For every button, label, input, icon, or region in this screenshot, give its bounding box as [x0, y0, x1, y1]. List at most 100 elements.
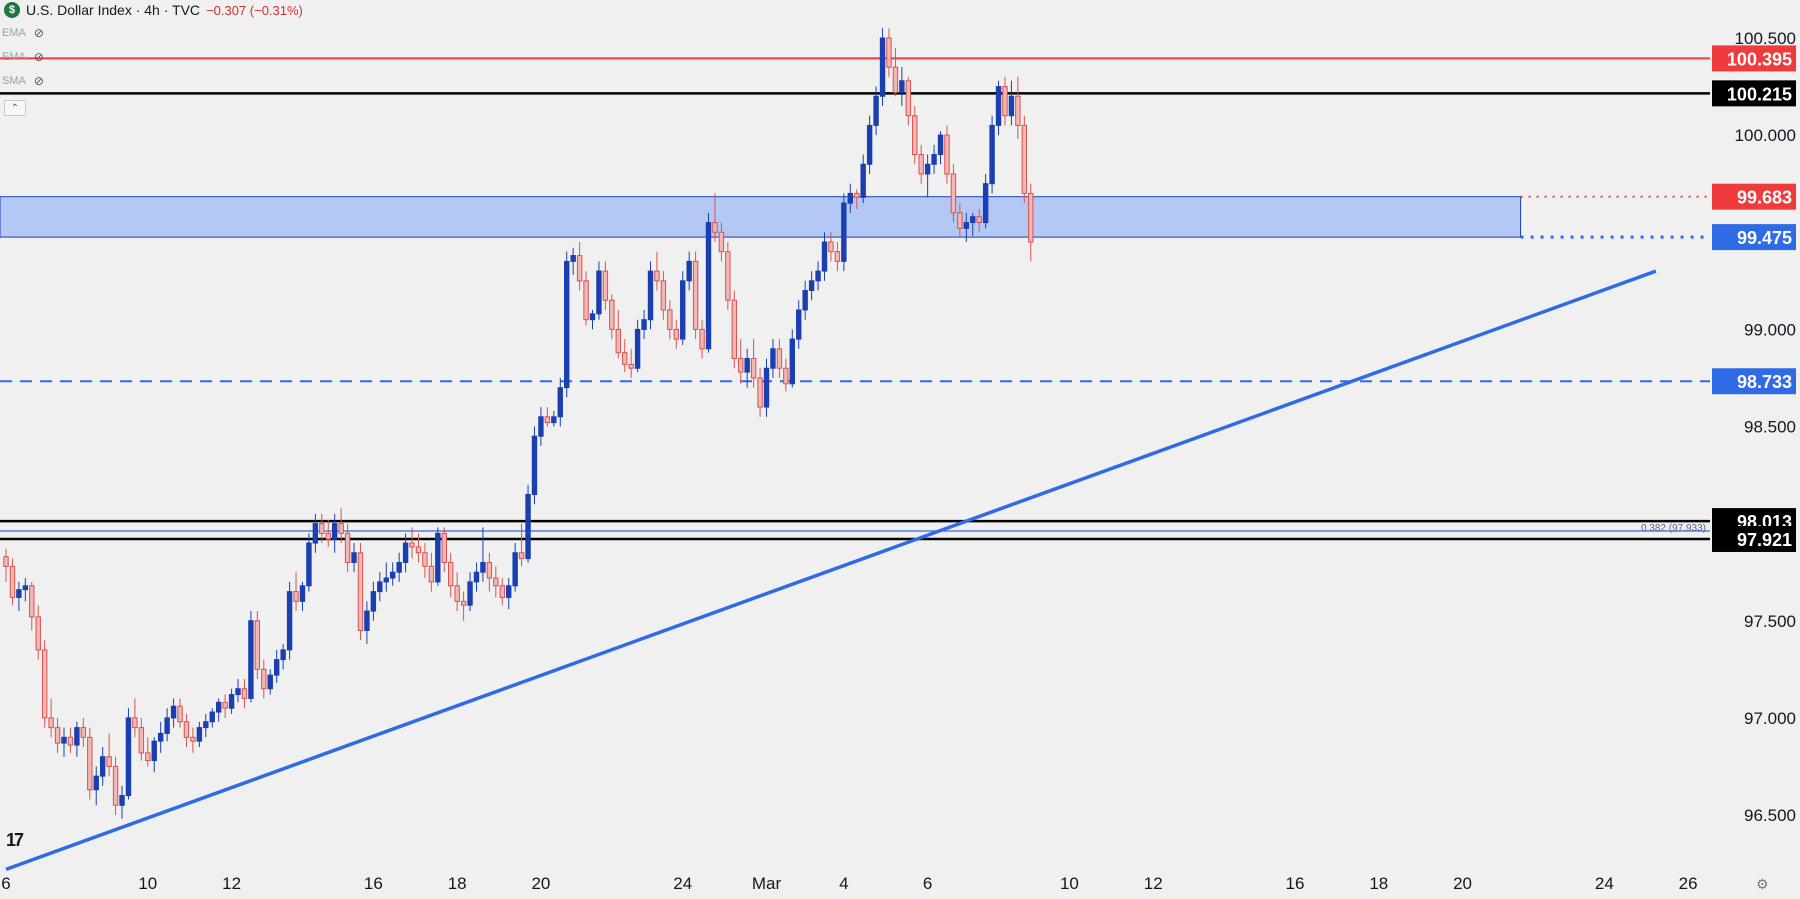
candle	[783, 358, 789, 392]
candle-body	[564, 260, 570, 389]
price-label: 99.475	[1712, 224, 1796, 251]
candle-body	[834, 251, 841, 262]
x-tick-label: 18	[1369, 874, 1388, 893]
indicator-ema-2[interactable]: EMA ⊘	[2, 50, 44, 64]
candle-body	[879, 37, 886, 97]
candle	[293, 572, 299, 612]
candle-body	[1002, 86, 1008, 117]
candle-body	[518, 552, 525, 560]
candle	[912, 105, 918, 165]
candle-body	[931, 154, 937, 165]
indicator-label: EMA	[2, 51, 26, 63]
candle-body	[125, 717, 132, 797]
candle	[667, 300, 673, 340]
candle-body	[576, 255, 583, 282]
candle-body	[454, 585, 460, 602]
candle	[564, 251, 570, 398]
candle	[499, 578, 505, 606]
candle-body	[9, 565, 16, 598]
candle-body	[254, 620, 261, 670]
candle	[854, 189, 860, 209]
trendline	[5, 269, 1657, 872]
candle	[9, 558, 16, 606]
candle	[377, 572, 383, 602]
eye-hidden-icon[interactable]: ⊘	[33, 26, 44, 40]
candle-body	[112, 765, 119, 806]
candle	[1028, 183, 1034, 262]
candle-body	[357, 552, 364, 631]
candle	[151, 737, 157, 773]
candle	[731, 290, 737, 369]
eye-hidden-icon[interactable]: ⊘	[33, 74, 44, 88]
candle-body	[132, 717, 138, 729]
candle	[480, 527, 486, 582]
tradingview-logo-icon[interactable]: 17	[6, 830, 24, 850]
candle-body	[744, 358, 750, 373]
candle-body	[589, 313, 596, 321]
price-change: −0.307 (−0.31%)	[206, 2, 303, 18]
x-tick-label: 16	[364, 874, 383, 893]
indicator-sma[interactable]: SMA ⊘	[2, 74, 44, 88]
candle-body	[209, 711, 215, 723]
candle	[976, 208, 982, 233]
candle-body	[422, 552, 428, 567]
candle	[228, 688, 235, 714]
candle-body	[963, 222, 970, 229]
candle-body	[686, 260, 692, 282]
candle-body	[286, 591, 293, 651]
candle-body	[557, 387, 563, 418]
candle-body	[248, 620, 254, 699]
gear-icon[interactable]: ⚙	[1756, 876, 1769, 892]
indicator-ema-1[interactable]: EMA ⊘	[2, 26, 44, 40]
candle-body	[692, 260, 699, 330]
candle	[132, 698, 138, 738]
candle-body	[506, 585, 512, 598]
candle-body	[306, 542, 312, 587]
candle	[583, 271, 589, 326]
candle-body	[525, 493, 531, 560]
candle	[705, 212, 712, 353]
x-tick-label: 16	[1286, 874, 1305, 893]
price-label-text: 100.395	[1727, 49, 1792, 69]
eye-hidden-icon[interactable]: ⊘	[33, 50, 44, 64]
candle	[390, 562, 396, 586]
y-tick-label: 96.500	[1744, 806, 1796, 825]
price-label-text: 99.475	[1737, 228, 1792, 248]
price-label-bg	[1712, 368, 1796, 395]
candle	[970, 212, 976, 237]
candle	[995, 80, 1002, 136]
candle	[415, 533, 422, 563]
candle-body	[22, 585, 29, 591]
candle	[725, 241, 731, 310]
y-tick-label: 100.500	[1735, 29, 1796, 48]
candle	[673, 319, 679, 349]
candle-body	[203, 721, 209, 729]
candle	[538, 407, 544, 446]
chart-legend: $ U.S. Dollar Index · 4h · TVC −0.307 (−…	[4, 2, 303, 18]
candle	[589, 309, 596, 330]
candle	[467, 572, 473, 612]
candle-body	[222, 701, 228, 709]
candle-body	[854, 192, 860, 198]
candle-body	[815, 270, 821, 282]
candle-body	[390, 571, 396, 579]
candle-body	[164, 717, 170, 734]
price-label-text: 99.683	[1737, 188, 1792, 208]
candle-body	[989, 124, 995, 185]
price-label-text: 100.215	[1727, 84, 1792, 104]
candle-body	[241, 688, 248, 699]
candle	[306, 533, 312, 592]
price-label: 100.395	[1712, 45, 1796, 72]
candle	[615, 309, 621, 359]
symbol-title[interactable]: U.S. Dollar Index · 4h · TVC	[26, 2, 201, 18]
candle-body	[344, 532, 351, 563]
candle	[80, 717, 87, 748]
candle	[61, 727, 67, 757]
candle-body	[319, 523, 325, 534]
y-tick-label: 100.000	[1735, 126, 1796, 145]
collapse-legend-button[interactable]: ⌃	[4, 100, 26, 116]
symbol-badge-icon[interactable]: $	[4, 2, 20, 18]
candle-body	[377, 581, 383, 593]
candle-body	[609, 299, 615, 330]
